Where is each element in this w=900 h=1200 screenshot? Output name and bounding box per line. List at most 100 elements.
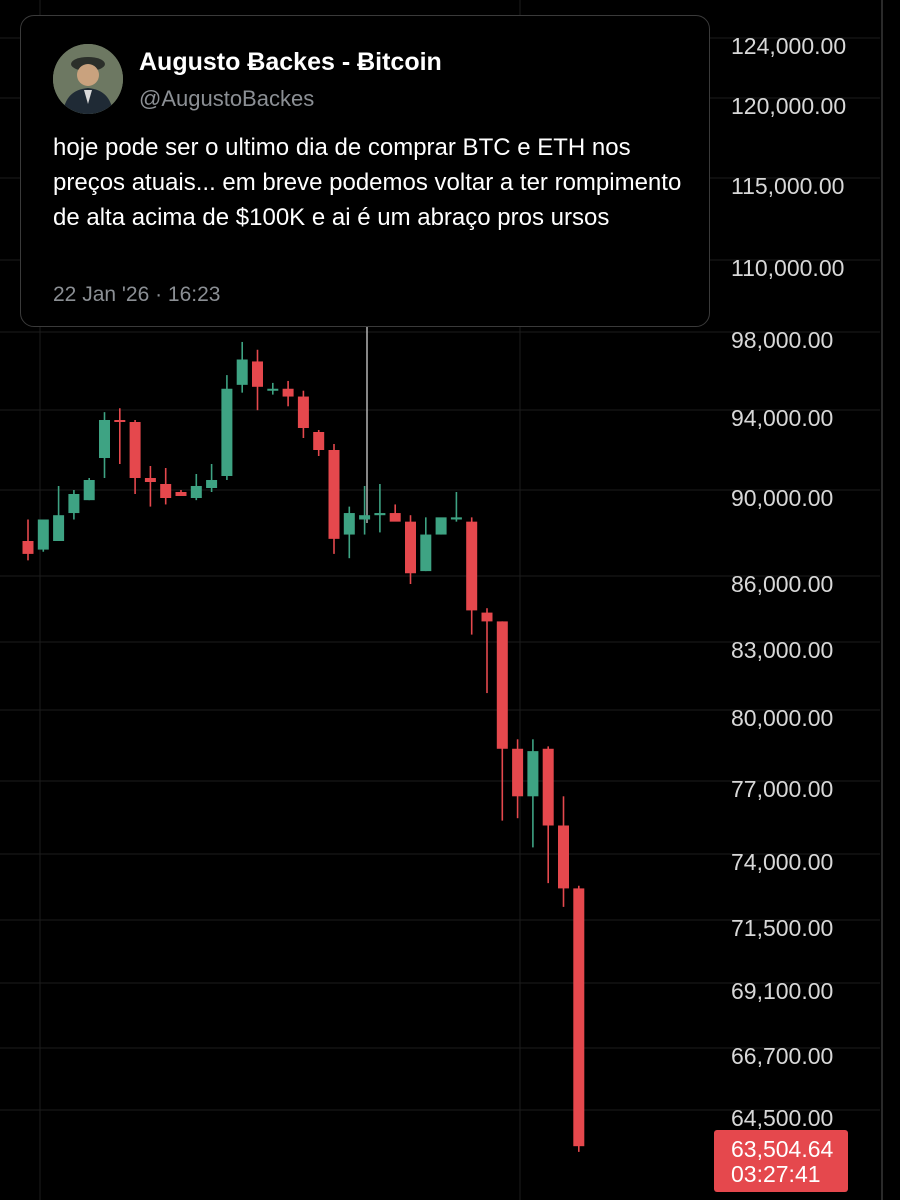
candle	[542, 746, 554, 884]
candle	[343, 506, 355, 559]
candle-body	[252, 361, 263, 387]
candle	[190, 474, 202, 501]
candle	[313, 430, 325, 456]
candle	[359, 486, 371, 535]
candle-body	[37, 519, 49, 550]
candle-body	[22, 541, 34, 554]
candle	[206, 464, 218, 492]
y-tick-label: 124,000.00	[731, 33, 846, 59]
y-tick-label: 80,000.00	[731, 705, 833, 731]
last-price-value: 63,504.64	[731, 1136, 834, 1162]
candle	[389, 504, 401, 522]
candle-body	[359, 515, 371, 520]
y-tick-label: 77,000.00	[731, 776, 833, 802]
candle	[68, 490, 80, 520]
candle	[129, 420, 141, 494]
author-avatar[interactable]	[53, 44, 123, 114]
candle	[236, 341, 248, 393]
candle-body	[221, 388, 233, 476]
candle	[53, 486, 65, 541]
author-name[interactable]: Augusto Ƀackes - Ƀitcoin	[139, 48, 442, 76]
candle-body	[496, 621, 508, 749]
candle-body	[267, 388, 279, 391]
candle-body	[328, 450, 340, 539]
price-axis: 124,000.00 120,000.00 115,000.00 110,000.00…	[731, 33, 846, 1131]
candle	[99, 412, 110, 478]
candle	[114, 408, 126, 464]
y-tick-label: 90,000.00	[731, 485, 833, 511]
candle	[558, 796, 569, 907]
candle-body	[175, 492, 187, 496]
candle	[267, 382, 279, 395]
candle	[83, 478, 95, 501]
candle-body	[389, 513, 401, 522]
candles	[22, 341, 585, 1152]
candle	[481, 608, 493, 694]
candle-body	[573, 888, 585, 1147]
candle-body	[527, 751, 539, 797]
y-tick-label: 66,700.00	[731, 1043, 833, 1069]
candle-body	[297, 396, 309, 428]
candle-body	[53, 515, 65, 541]
candle-body	[144, 478, 156, 482]
y-tick-label: 69,100.00	[731, 978, 833, 1004]
candle-body	[374, 513, 386, 516]
y-tick-label: 83,000.00	[731, 637, 833, 663]
last-price-tag: 63,504.64 03:27:41	[714, 1130, 848, 1192]
tweet-timestamp[interactable]: 22 Jan '26 · 16:23	[53, 283, 221, 306]
candle-body	[435, 517, 447, 535]
candle	[435, 517, 447, 535]
candle-body	[512, 748, 524, 797]
candle-body	[450, 517, 462, 520]
y-tick-label: 86,000.00	[731, 571, 833, 597]
candle-body	[83, 480, 95, 501]
candle-body	[466, 521, 478, 611]
candle-body	[313, 432, 325, 450]
candle	[22, 519, 34, 561]
candle	[573, 885, 585, 1152]
candle-body	[206, 480, 218, 488]
candle	[466, 517, 478, 635]
candle	[37, 519, 49, 552]
y-tick-label: 64,500.00	[731, 1105, 833, 1131]
y-tick-label: 71,500.00	[731, 915, 833, 941]
candle	[328, 444, 340, 554]
candle	[221, 375, 233, 480]
candle-body	[114, 420, 126, 422]
candle-body	[282, 388, 294, 397]
y-tick-label: 94,000.00	[731, 405, 833, 431]
candle-body	[343, 513, 355, 535]
candle-body	[420, 534, 432, 572]
tweet-text: hoje pode ser o ultimo dia de comprar BT…	[53, 134, 682, 231]
candle	[175, 490, 187, 496]
y-tick-label: 74,000.00	[731, 849, 833, 875]
candle	[420, 517, 432, 572]
candle	[527, 739, 539, 848]
candle	[297, 390, 309, 438]
candle	[144, 466, 156, 507]
y-tick-label: 110,000.00	[731, 255, 844, 281]
candle	[282, 380, 294, 407]
y-tick-label: 98,000.00	[731, 327, 833, 353]
candle	[160, 468, 172, 505]
candle-body	[129, 422, 141, 478]
y-tick-label: 115,000.00	[731, 173, 844, 199]
candle	[496, 621, 508, 821]
candle-body	[99, 420, 110, 458]
candle-body	[68, 494, 80, 514]
candle	[450, 492, 462, 522]
last-price-background	[714, 1130, 848, 1192]
y-tick-label: 120,000.00	[731, 93, 846, 119]
candle-body	[542, 748, 554, 826]
candle-body	[190, 486, 202, 498]
last-price-countdown: 03:27:41	[731, 1161, 821, 1187]
author-handle[interactable]: @AugustoBackes	[139, 86, 315, 111]
candle-body	[481, 612, 493, 622]
tweet-card[interactable]: Augusto Ƀackes - Ƀitcoin @AugustoBackes …	[20, 15, 710, 327]
candle-body	[405, 521, 416, 574]
candle-body	[558, 825, 569, 889]
candle-body	[160, 484, 172, 498]
candle	[405, 515, 416, 584]
